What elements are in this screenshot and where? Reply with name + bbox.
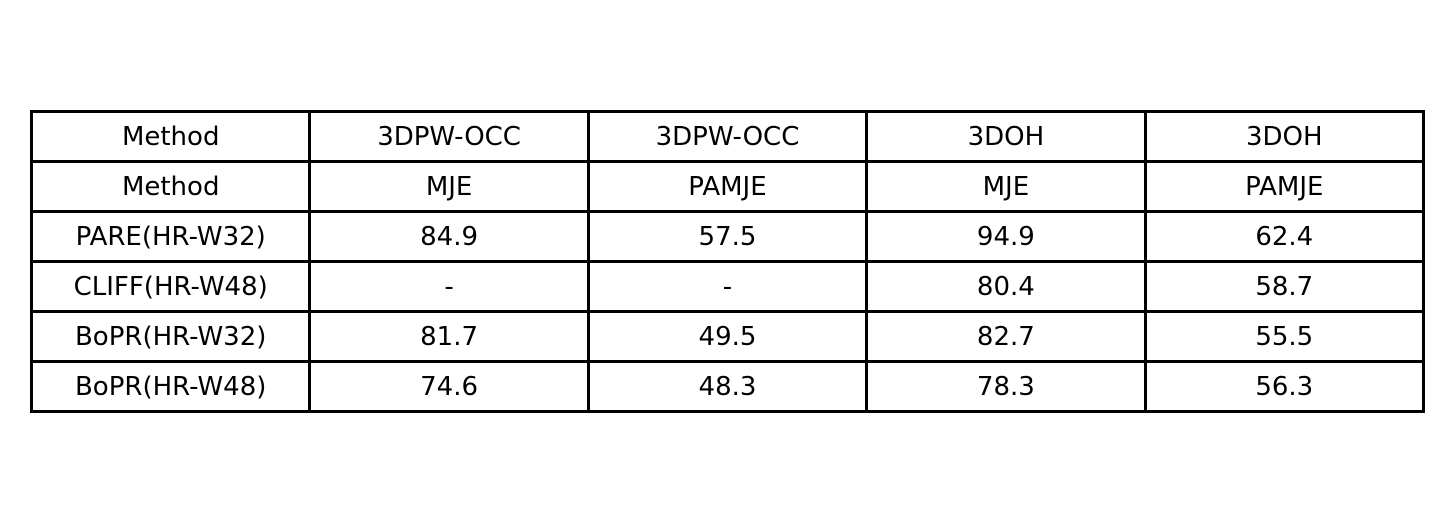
value-cell: 82.7 xyxy=(865,310,1147,363)
value-cell: - xyxy=(586,260,869,313)
header-cell: Method xyxy=(29,110,312,163)
method-cell: BoPR(HR-W48) xyxy=(29,360,312,413)
results-table: Method 3DPW-OCC 3DPW-OCC 3DOH 3DOH Method MJE P… xyxy=(29,110,1426,413)
header-cell: MJE xyxy=(308,160,590,213)
header-cell: PAMJE xyxy=(586,160,869,213)
method-cell: BoPR(HR-W32) xyxy=(29,310,312,363)
value-cell: 80.4 xyxy=(865,260,1147,313)
header-row-metric: Method MJE PAMJE MJE PAMJE xyxy=(29,160,1426,213)
value-cell: 57.5 xyxy=(586,210,869,263)
value-cell: 48.3 xyxy=(586,360,869,413)
header-row-dataset: Method 3DPW-OCC 3DPW-OCC 3DOH 3DOH xyxy=(29,110,1426,163)
header-cell: 3DOH xyxy=(1143,110,1426,163)
method-cell: PARE(HR-W32) xyxy=(29,210,312,263)
table-row: BoPR(HR-W32) 81.7 49.5 82.7 55.5 xyxy=(29,310,1426,363)
value-cell: 78.3 xyxy=(865,360,1147,413)
header-cell: 3DPW-OCC xyxy=(586,110,869,163)
table-row: PARE(HR-W32) 84.9 57.5 94.9 62.4 xyxy=(29,210,1426,263)
value-cell: 94.9 xyxy=(865,210,1147,263)
value-cell: 49.5 xyxy=(586,310,869,363)
value-cell: 55.5 xyxy=(1143,310,1426,363)
header-cell: PAMJE xyxy=(1143,160,1426,213)
value-cell: 62.4 xyxy=(1143,210,1426,263)
table-row: CLIFF(HR-W48) - -80.4 58.7 xyxy=(29,260,1426,313)
value-cell: 74.6 xyxy=(308,360,590,413)
header-cell: Method xyxy=(29,160,312,213)
header-cell: MJE xyxy=(865,160,1147,213)
header-cell: 3DPW-OCC xyxy=(308,110,590,163)
table-body: Method 3DPW-OCC 3DPW-OCC 3DOH 3DOH Method MJE P… xyxy=(29,110,1426,413)
method-cell: CLIFF(HR-W48) xyxy=(29,260,312,313)
header-cell: 3DOH xyxy=(865,110,1147,163)
value-cell: 56.3 xyxy=(1143,360,1426,413)
value-cell: 84.9 xyxy=(308,210,590,263)
value-cell: 58.7 xyxy=(1143,260,1426,313)
value-cell: 81.7 xyxy=(308,310,590,363)
value-cell: - xyxy=(308,260,590,313)
table-row: BoPR(HR-W48) 74.6 48.3 78.3 56.3 xyxy=(29,360,1426,413)
